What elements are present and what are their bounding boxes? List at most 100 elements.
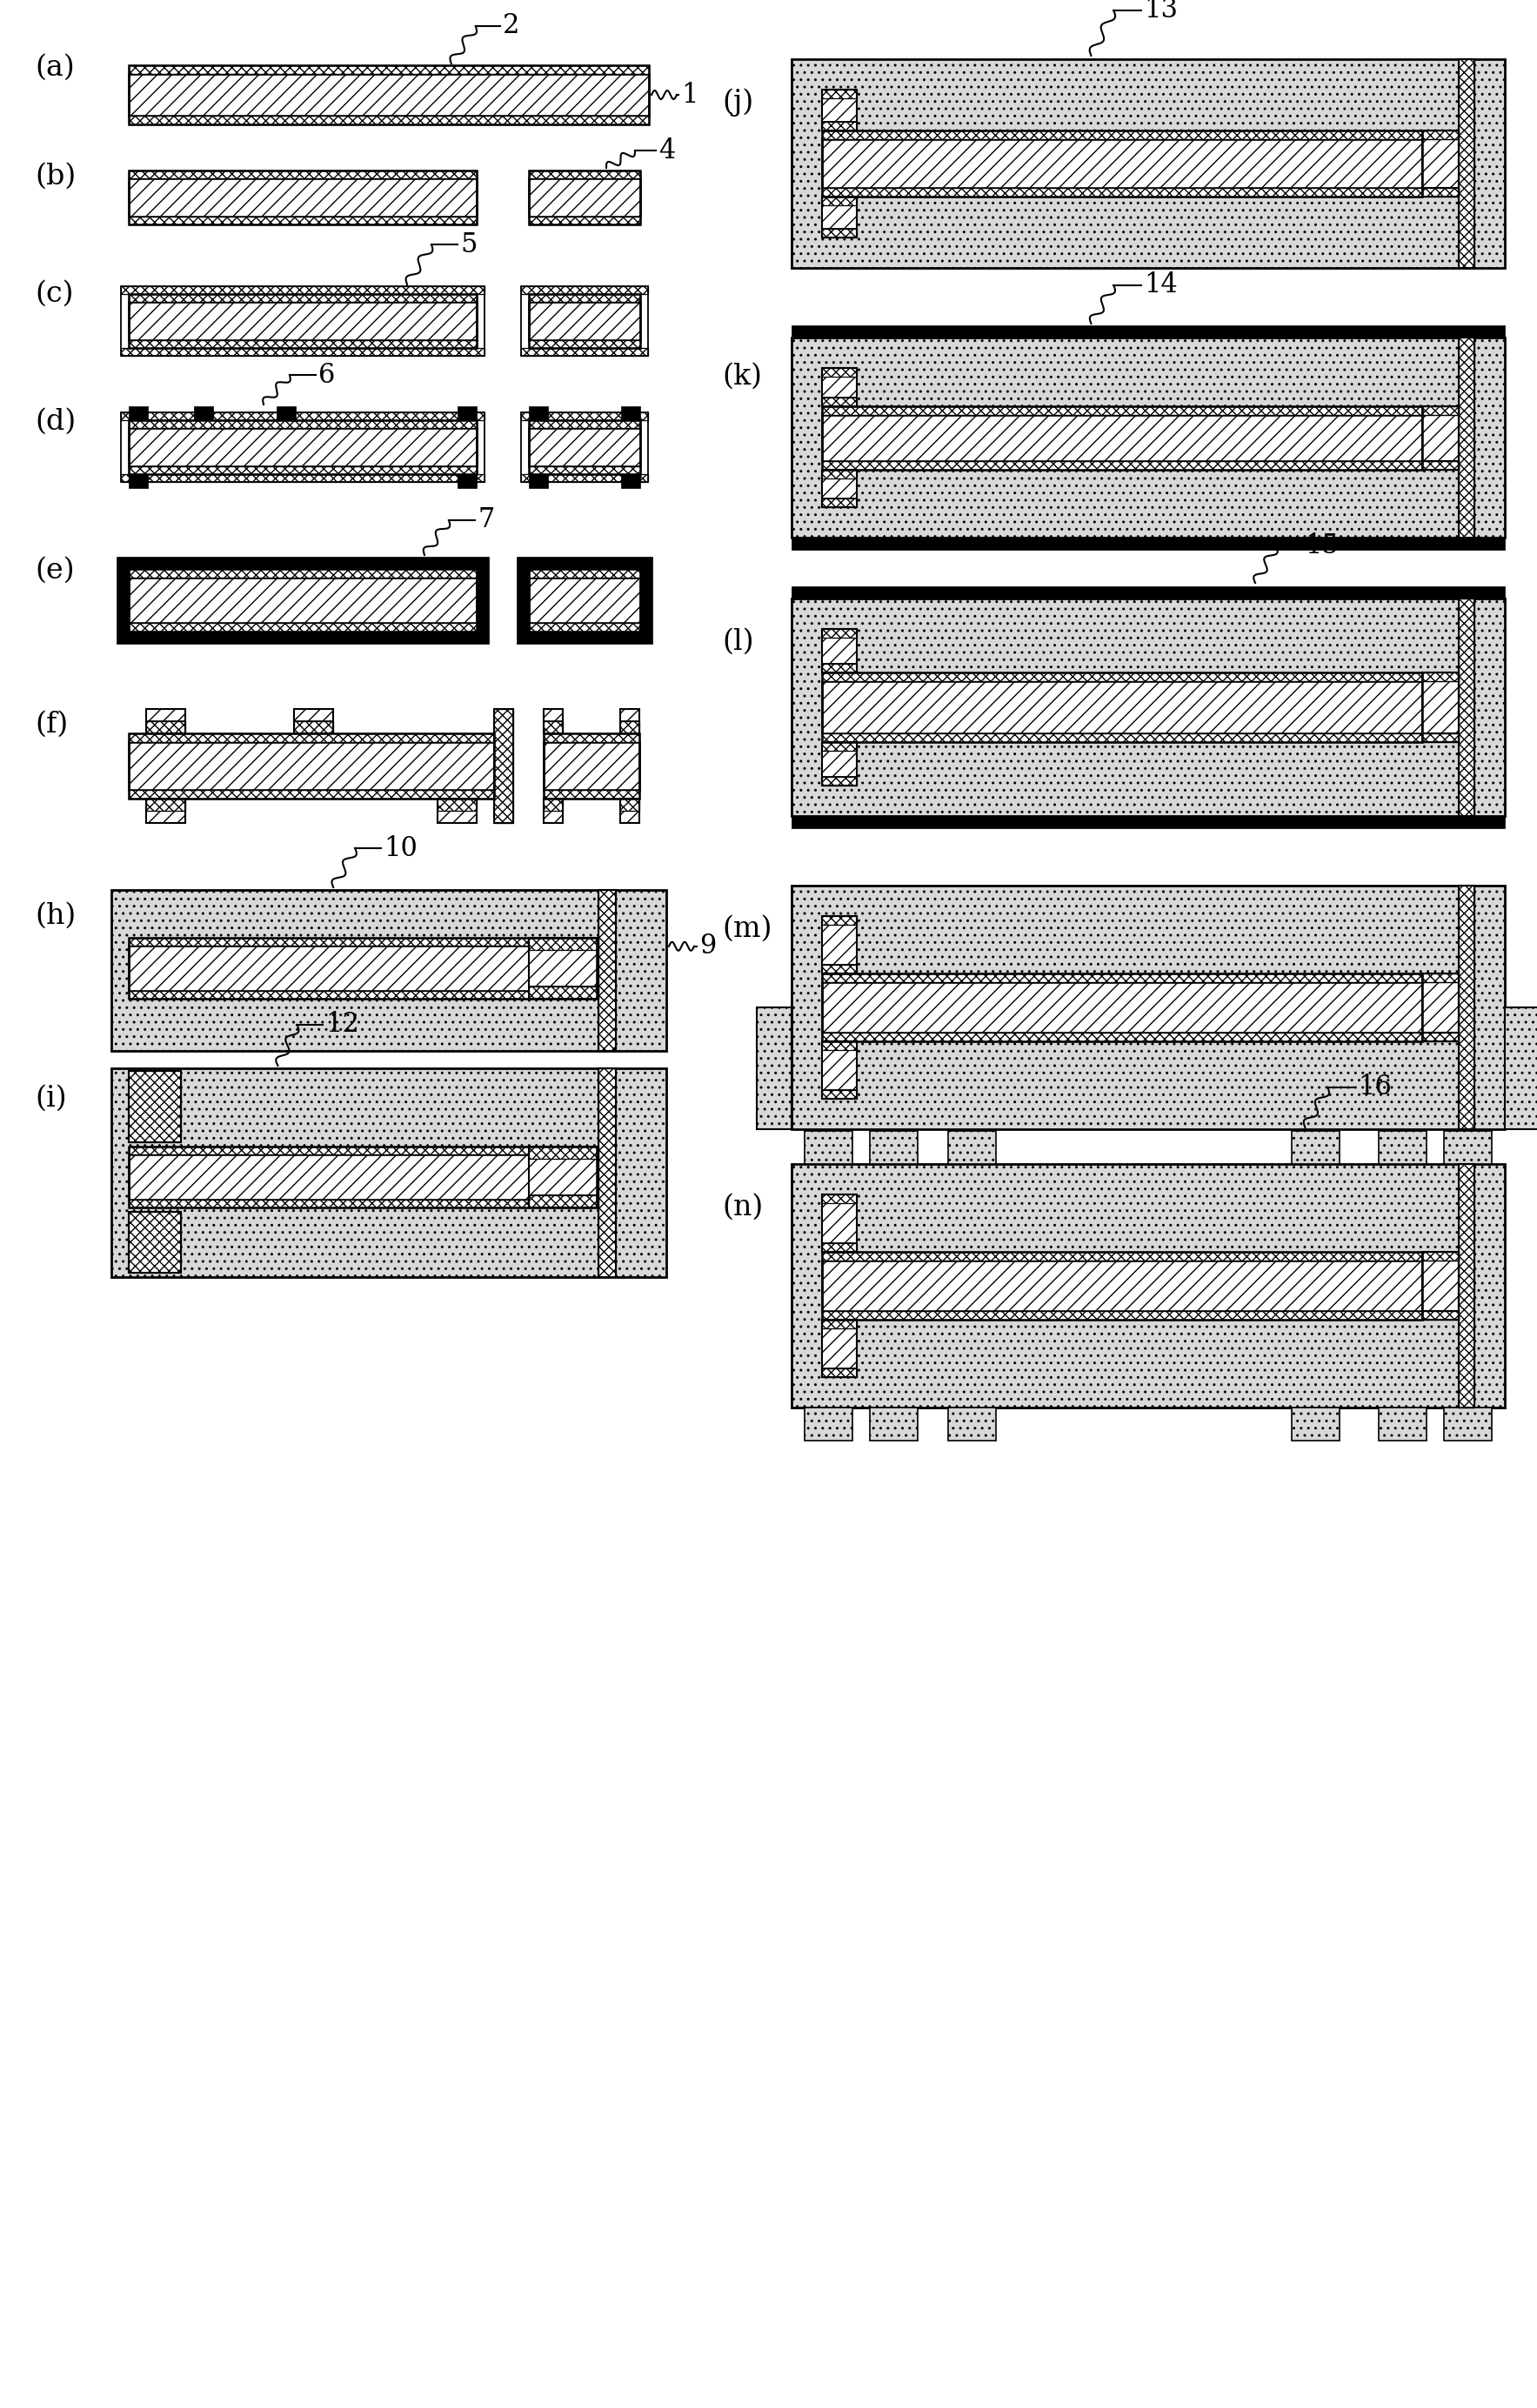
Bar (1422, 407, 1459, 414)
Bar (129, 568, 476, 578)
Bar (129, 474, 148, 489)
Bar (121, 412, 484, 419)
Bar (129, 171, 476, 224)
Bar (822, 751, 856, 778)
Text: (m): (m) (722, 915, 772, 944)
Bar (529, 419, 641, 474)
Bar (1459, 67, 1474, 260)
Text: (e): (e) (35, 556, 74, 585)
Bar (521, 474, 649, 482)
Bar (598, 1076, 616, 1269)
Bar (822, 368, 856, 407)
Text: 16: 16 (1359, 1074, 1393, 1100)
Bar (544, 799, 563, 811)
Bar (544, 708, 563, 720)
Bar (1422, 982, 1459, 1033)
Bar (598, 1069, 616, 1276)
Bar (529, 419, 641, 429)
Bar (870, 1409, 918, 1440)
Bar (822, 681, 1422, 734)
Bar (822, 742, 856, 751)
Text: 15: 15 (1305, 532, 1339, 559)
Bar (1422, 973, 1459, 982)
Bar (117, 556, 489, 568)
Text: 9: 9 (699, 932, 716, 961)
Bar (621, 407, 641, 419)
Bar (529, 1158, 598, 1194)
Bar (822, 197, 856, 238)
Bar (146, 799, 186, 811)
Bar (1459, 893, 1474, 1120)
Bar (529, 429, 641, 467)
Bar (521, 287, 649, 294)
Bar (1422, 1252, 1459, 1259)
Bar (621, 474, 641, 489)
Bar (516, 556, 652, 568)
Bar (822, 1204, 856, 1243)
Bar (1422, 140, 1459, 188)
Bar (529, 407, 549, 419)
Bar (129, 294, 476, 301)
Bar (822, 1243, 856, 1252)
Bar (822, 1040, 856, 1098)
Bar (1459, 60, 1474, 267)
Bar (438, 811, 476, 824)
Bar (129, 116, 649, 125)
Bar (598, 891, 616, 1050)
Bar (792, 600, 1505, 816)
Bar (516, 568, 529, 631)
Bar (822, 1091, 856, 1098)
Bar (129, 340, 476, 349)
Text: (c): (c) (35, 279, 74, 308)
Bar (822, 1033, 1422, 1040)
Bar (822, 1310, 1422, 1320)
Bar (129, 624, 476, 631)
Bar (792, 886, 1505, 1129)
Bar (948, 1132, 996, 1163)
Bar (598, 1069, 616, 1276)
Bar (129, 734, 493, 742)
Bar (822, 1194, 856, 1204)
Bar (822, 123, 856, 130)
Bar (1422, 130, 1459, 140)
Bar (822, 397, 856, 407)
Bar (822, 479, 856, 498)
Bar (822, 205, 856, 229)
Bar (529, 340, 641, 349)
Bar (129, 407, 148, 419)
Bar (529, 987, 598, 999)
Bar (1443, 1132, 1492, 1163)
Bar (529, 951, 598, 987)
Bar (121, 349, 484, 356)
Bar (792, 537, 1505, 549)
Bar (1422, 1033, 1459, 1040)
Bar (544, 799, 563, 824)
Bar (129, 734, 493, 799)
Bar (458, 474, 476, 489)
Bar (544, 720, 563, 734)
Bar (1422, 414, 1459, 460)
Bar (822, 197, 856, 205)
Bar (641, 568, 652, 631)
Bar (822, 628, 856, 638)
Bar (792, 1163, 1505, 1409)
Bar (822, 1259, 1422, 1310)
Bar (521, 412, 649, 482)
Bar (792, 585, 1505, 600)
Text: (b): (b) (35, 164, 75, 190)
Bar (822, 915, 856, 925)
Bar (111, 1069, 667, 1276)
Bar (822, 1329, 856, 1368)
Text: (h): (h) (35, 903, 75, 929)
Bar (529, 301, 641, 340)
Text: (i): (i) (35, 1086, 66, 1112)
Bar (129, 568, 476, 631)
Bar (111, 891, 667, 1050)
Bar (129, 937, 596, 999)
Text: 7: 7 (478, 506, 495, 535)
Bar (129, 1074, 181, 1134)
Bar (1459, 1163, 1474, 1409)
Bar (294, 708, 334, 734)
Bar (521, 287, 649, 356)
Bar (598, 891, 616, 1050)
